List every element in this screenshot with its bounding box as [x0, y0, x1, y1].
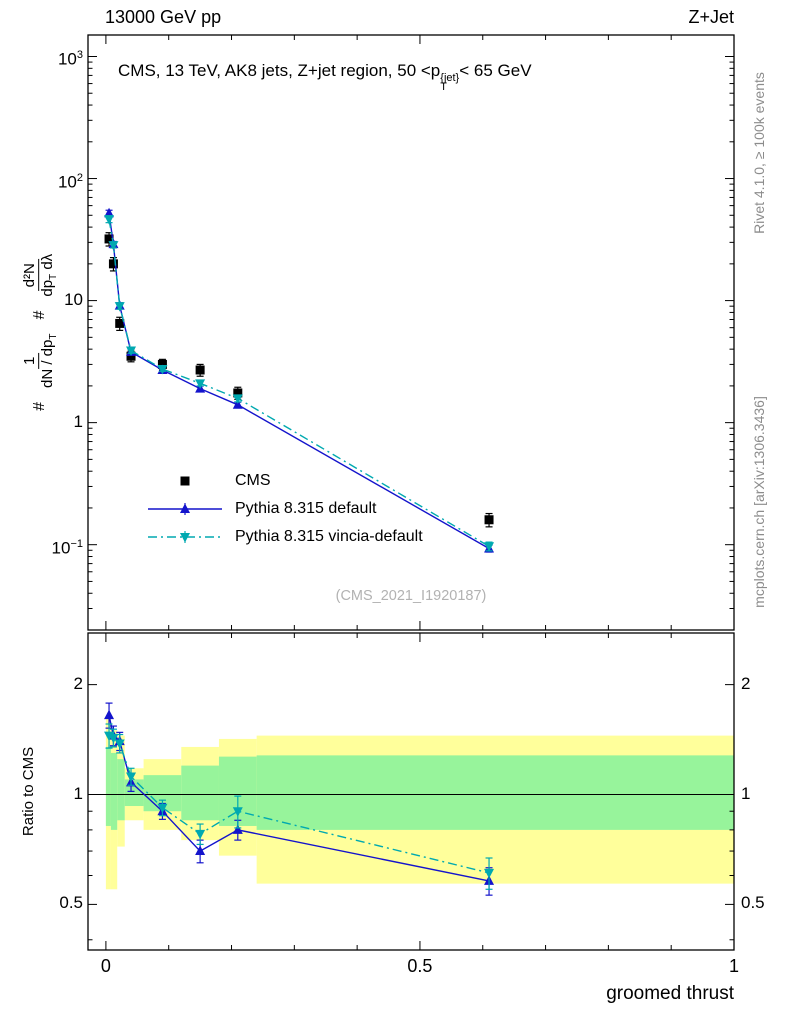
uncertainty-band-green [110, 752, 118, 830]
data-point-triangle-down [484, 542, 495, 552]
pt-jet-supsub: {jet} T [440, 72, 460, 93]
ratio-y-axis-label: Ratio to CMS [20, 746, 38, 837]
x-axis-label: groomed thrust [606, 983, 734, 1004]
data-point-triangle-down [232, 807, 243, 817]
data-point-triangle-down [126, 772, 137, 783]
uncertainty-band-green [181, 765, 219, 821]
data-point-triangle-down [114, 302, 125, 312]
rivet-version-label-wrap: Rivet 4.1.0, ≥ 100k events [745, 30, 773, 275]
frac1-numerator: 1 [21, 352, 40, 370]
data-point-triangle-down [114, 739, 125, 749]
ratio-y-tick-label-left: 0.5 [59, 893, 83, 913]
frac2-denominator: dpT dλ [39, 253, 60, 297]
mcplots-credit-label: mcplots.cern.ch [arXiv:1306.3436] [751, 396, 768, 608]
pt-jet-sup: {jet} [440, 72, 460, 84]
mcplots-credit-label-wrap: mcplots.cern.ch [arXiv:1306.3436] [745, 368, 773, 636]
series-line [108, 213, 490, 550]
ratio-y-tick-label-left: 1 [73, 783, 83, 803]
ratio-panel-frame [87, 632, 735, 951]
plot-title-text: CMS, 13 TeV, AK8 jets, Z+jet region, 50 … [118, 61, 441, 80]
main-y-axis-label: # 1 dN / dpT # d²N dpT dλ [21, 253, 61, 412]
data-point-triangle-down [232, 394, 243, 404]
rivet-version-label: Rivet 4.1.0, ≥ 100k events [751, 71, 767, 234]
data-point-triangle-up [104, 207, 115, 218]
x-tick-label: 1 [728, 956, 739, 976]
ratio-y-axis-label-wrap: Ratio to CMS [14, 633, 44, 950]
legend-item: Pythia 8.315 default [146, 495, 423, 523]
legend-marker-square [180, 476, 190, 486]
data-point-square [484, 515, 494, 525]
main-y-tick-label: 1 [73, 411, 83, 431]
analysis-id-watermark: (CMS_2021_I1920187) [335, 588, 487, 604]
legend-label: Pythia 8.315 vincia-default [235, 528, 423, 545]
plot-title-text-end: < 65 GeV [459, 61, 532, 80]
data-point-triangle-down [108, 733, 119, 744]
data-point-triangle-down [104, 215, 115, 225]
pt-jet-sub: T [440, 81, 447, 93]
ylabel-fraction-2: d²N dpT dλ [21, 253, 61, 297]
ratio-y-tick-label-left: 2 [73, 673, 83, 693]
legend-item: CMS [146, 467, 423, 495]
main-y-tick-label: 10−1 [51, 537, 83, 558]
ylabel-hash-2: # [32, 310, 50, 320]
data-point-triangle-up [232, 399, 243, 409]
legend-label: Pythia 8.315 default [235, 500, 377, 517]
data-point-triangle-down [108, 241, 119, 251]
ylabel-fraction-1: 1 dN / dpT [21, 333, 61, 389]
beam-energy-label: 13000 GeV pp [105, 7, 222, 27]
data-point-square [104, 234, 114, 244]
data-point-triangle-down [484, 868, 495, 879]
data-point-triangle-up [195, 845, 206, 856]
ratio-y-tick-label-right: 2 [741, 673, 751, 693]
frac1-denominator: dN / dpT [39, 333, 60, 389]
plot-title: CMS, 13 TeV, AK8 jets, Z+jet region, 50 … [118, 61, 532, 93]
uncertainty-band-green [117, 759, 125, 821]
data-point-triangle-down [157, 365, 168, 375]
data-point-triangle-down [126, 346, 137, 357]
main-y-tick-label: 102 [57, 171, 83, 192]
data-point-triangle-down [157, 803, 168, 814]
uncertainty-band-green [105, 746, 111, 826]
main-y-tick-label: 10 [64, 289, 83, 309]
frac2-numerator: d²N [21, 259, 40, 292]
uncertainty-band-green [256, 755, 734, 830]
legend-marker-triangle-down [148, 531, 222, 543]
main-y-tick-label: 103 [57, 49, 83, 70]
x-tick-label: 0.5 [407, 956, 433, 976]
process-label: Z+Jet [688, 7, 734, 27]
ylabel-hash-1: # [32, 402, 50, 412]
data-point-square [115, 318, 125, 328]
legend-label: CMS [235, 472, 271, 489]
data-point-triangle-up [232, 824, 243, 834]
legend-item: Pythia 8.315 vincia-default [146, 523, 423, 551]
data-point-triangle-down [195, 829, 206, 840]
data-point-square [195, 365, 205, 375]
data-point-square [108, 259, 118, 269]
data-point-triangle-up [104, 709, 115, 720]
legend: CMS Pythia 8.315 default Pythia 8.315 vinc… [146, 467, 423, 551]
data-point-square [126, 351, 136, 361]
ratio-y-tick-label-right: 1 [741, 783, 751, 803]
main-panel-frame [87, 34, 735, 631]
data-point-triangle-down [195, 379, 206, 389]
data-point-square [157, 359, 167, 369]
legend-marker-triangle-up [148, 503, 222, 515]
data-point-square [233, 388, 243, 398]
x-tick-label: 0 [100, 956, 111, 976]
ratio-y-tick-label-right: 0.5 [741, 893, 765, 913]
main-y-axis-label-wrap: # 1 dN / dpT # d²N dpT dλ [2, 35, 80, 630]
